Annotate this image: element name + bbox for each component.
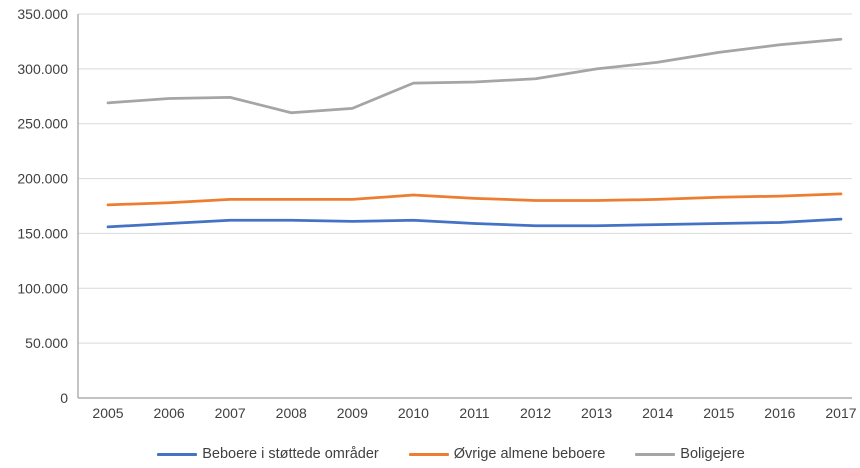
y-axis-tick-label: 250.000 (17, 116, 68, 132)
x-axis-tick-label: 2017 (825, 405, 856, 421)
legend-line-swatch (408, 452, 449, 456)
legend-label: Boligejere (680, 446, 745, 462)
x-axis-tick-label: 2010 (398, 405, 429, 421)
y-axis-tick-label: 150.000 (17, 225, 68, 241)
x-axis-tick-label: 2007 (215, 405, 246, 421)
legend-label: Øvrige almene beboere (453, 446, 606, 462)
chart-legend: Beboere i støttede områder Øvrige almene … (0, 442, 860, 466)
x-axis-tick-label: 2016 (764, 405, 795, 421)
x-axis-tick-label: 2013 (581, 405, 612, 421)
legend-line-swatch (635, 452, 676, 456)
series-line (106, 192, 843, 207)
legend-line-swatch (157, 452, 198, 456)
x-axis-tick-label: 2015 (703, 405, 734, 421)
x-axis-tick-label: 2008 (276, 405, 307, 421)
x-axis-tick-label: 2011 (459, 405, 489, 421)
legend-label: Beboere i støttede områder (202, 446, 379, 462)
legend-item: Øvrige almene beboere (408, 446, 606, 462)
legend-item: Beboere i støttede områder (157, 446, 379, 462)
legend-item: Boligejere (635, 446, 745, 462)
series-line (106, 217, 843, 229)
y-axis-tick-label: 200.000 (17, 171, 68, 187)
y-axis-tick-label: 0 (60, 390, 68, 406)
y-axis-tick-label: 350.000 (17, 6, 68, 22)
x-axis-tick-label: 2006 (154, 405, 185, 421)
y-axis-tick-label: 300.000 (17, 61, 68, 77)
x-axis-tick-label: 2014 (642, 405, 673, 421)
x-axis-tick-label: 2005 (92, 405, 123, 421)
x-axis-tick-label: 2012 (520, 405, 551, 421)
series-line (106, 37, 843, 115)
y-axis-tick-label: 50.000 (25, 335, 68, 351)
x-axis-tick-label: 2009 (337, 405, 368, 421)
y-axis-tick-label: 100.000 (17, 280, 68, 296)
